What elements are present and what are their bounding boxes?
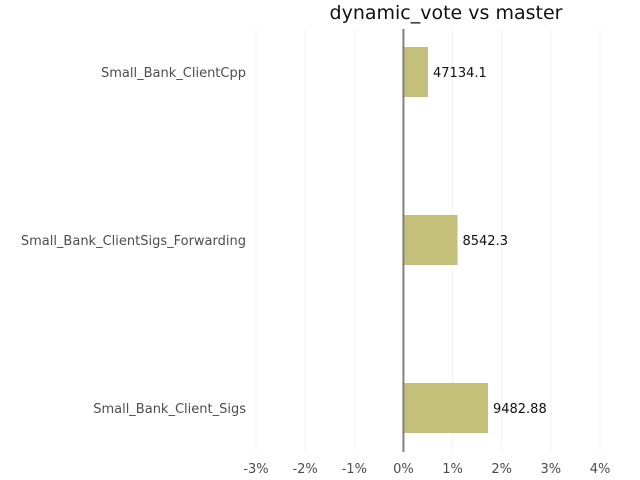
x-tick-label: 1% bbox=[442, 462, 463, 477]
bars bbox=[403, 47, 488, 433]
category-label: Small_Bank_Client_Sigs bbox=[93, 402, 246, 417]
x-tick-label: -1% bbox=[342, 462, 367, 477]
grid-lines bbox=[255, 29, 601, 452]
category-label: Small_Bank_ClientCpp bbox=[101, 66, 246, 81]
bar bbox=[403, 47, 428, 97]
x-tick-label: -2% bbox=[292, 462, 317, 477]
x-tick-label: -3% bbox=[243, 462, 268, 477]
x-tick-label: 4% bbox=[590, 462, 611, 477]
x-tick-label: 2% bbox=[491, 462, 512, 477]
data-label: 47134.1 bbox=[433, 66, 487, 81]
bar bbox=[403, 383, 488, 433]
labels: 47134.1 Small_Bank_ClientCpp 8542.3 Small_B… bbox=[21, 66, 610, 477]
chart-title: dynamic_vote vs master bbox=[330, 2, 563, 24]
data-label: 9482.88 bbox=[493, 402, 547, 417]
bar bbox=[403, 215, 458, 265]
x-tick-label: 0% bbox=[393, 462, 414, 477]
category-label: Small_Bank_ClientSigs_Forwarding bbox=[21, 234, 246, 249]
data-label: 8542.3 bbox=[462, 234, 508, 249]
x-tick-label: 3% bbox=[541, 462, 562, 477]
